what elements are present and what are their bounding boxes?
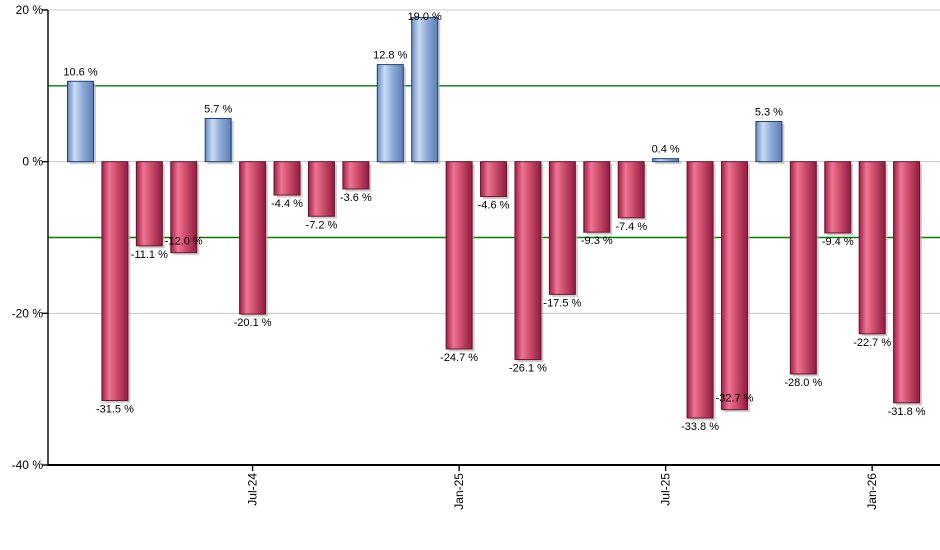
bar-value-label: -11.1 %: [131, 249, 168, 261]
bar-value-label: 10.6 %: [63, 66, 97, 78]
x-tick-label: Jul-25: [659, 473, 673, 506]
bar-negative: [789, 161, 817, 375]
bar-negative: [307, 161, 335, 217]
bar-negative: [514, 161, 542, 361]
bar-value-label: -3.6 %: [340, 192, 372, 204]
bar-negative: [273, 161, 301, 196]
bar-value-label: -28.0 %: [784, 377, 822, 389]
bar-value-label: -9.3 %: [581, 235, 613, 247]
bar-value-label: -20.1 %: [234, 317, 272, 329]
bar-negative: [170, 161, 198, 254]
bar-shadow: [655, 161, 682, 165]
bar-value-label: -31.8 %: [888, 406, 926, 418]
x-tick-label: Jan-26: [865, 473, 879, 510]
bar-negative: [445, 161, 473, 350]
bar-value-label: -17.5 %: [543, 297, 581, 309]
bar-negative: [480, 161, 508, 198]
bar-negative: [342, 161, 370, 190]
bar-value-label: -26.1 %: [509, 363, 547, 375]
bar-positive: [204, 117, 232, 163]
bar-value-label: -7.2 %: [306, 219, 338, 231]
bar-negative: [617, 161, 645, 219]
y-tick-label: 20 %: [16, 3, 44, 17]
bar-value-label: 19.0 %: [408, 11, 442, 23]
bar-negative: [720, 161, 748, 411]
bar-negative: [858, 161, 886, 335]
bar-value-label: -31.5 %: [96, 404, 134, 416]
bar-negative: [686, 161, 714, 419]
bar-negative: [135, 161, 163, 247]
bar-value-label: -4.6 %: [478, 200, 510, 212]
bar-value-label: -12.0 %: [165, 236, 203, 248]
bar-positive: [755, 120, 783, 163]
bar-positive: [67, 80, 94, 163]
bar-value-label: -33.8 %: [681, 421, 719, 433]
bar-value-label: 0.4 %: [652, 144, 680, 156]
bar-negative: [101, 161, 129, 402]
x-tick-label: Jan-25: [452, 473, 466, 510]
bar-negative: [893, 161, 921, 404]
bar-negative: [824, 161, 852, 234]
bar-value-label: 12.8 %: [373, 50, 407, 62]
bar-value-label: -22.7 %: [853, 337, 891, 349]
bar-value-label: 5.3 %: [755, 106, 783, 118]
bar-value-label: -9.4 %: [822, 236, 854, 248]
bar-value-label: -24.7 %: [440, 352, 478, 364]
bar-negative: [548, 161, 576, 295]
bar-positive: [376, 64, 404, 163]
bar-value-label: 5.7 %: [204, 103, 232, 115]
bar-positive: [652, 158, 680, 163]
x-tick-label: Jul-24: [246, 473, 260, 506]
y-tick-label: -20 %: [12, 306, 44, 320]
bar-value-label: -7.4 %: [615, 221, 647, 233]
y-tick-label: -40 %: [12, 458, 44, 472]
bar-negative: [239, 161, 267, 315]
bar-value-label: -4.4 %: [271, 198, 303, 210]
y-tick-label: 0 %: [22, 155, 43, 169]
bar-positive: [411, 17, 439, 163]
bar-value-label: -32.7 %: [716, 393, 754, 405]
bar-negative: [583, 161, 611, 233]
